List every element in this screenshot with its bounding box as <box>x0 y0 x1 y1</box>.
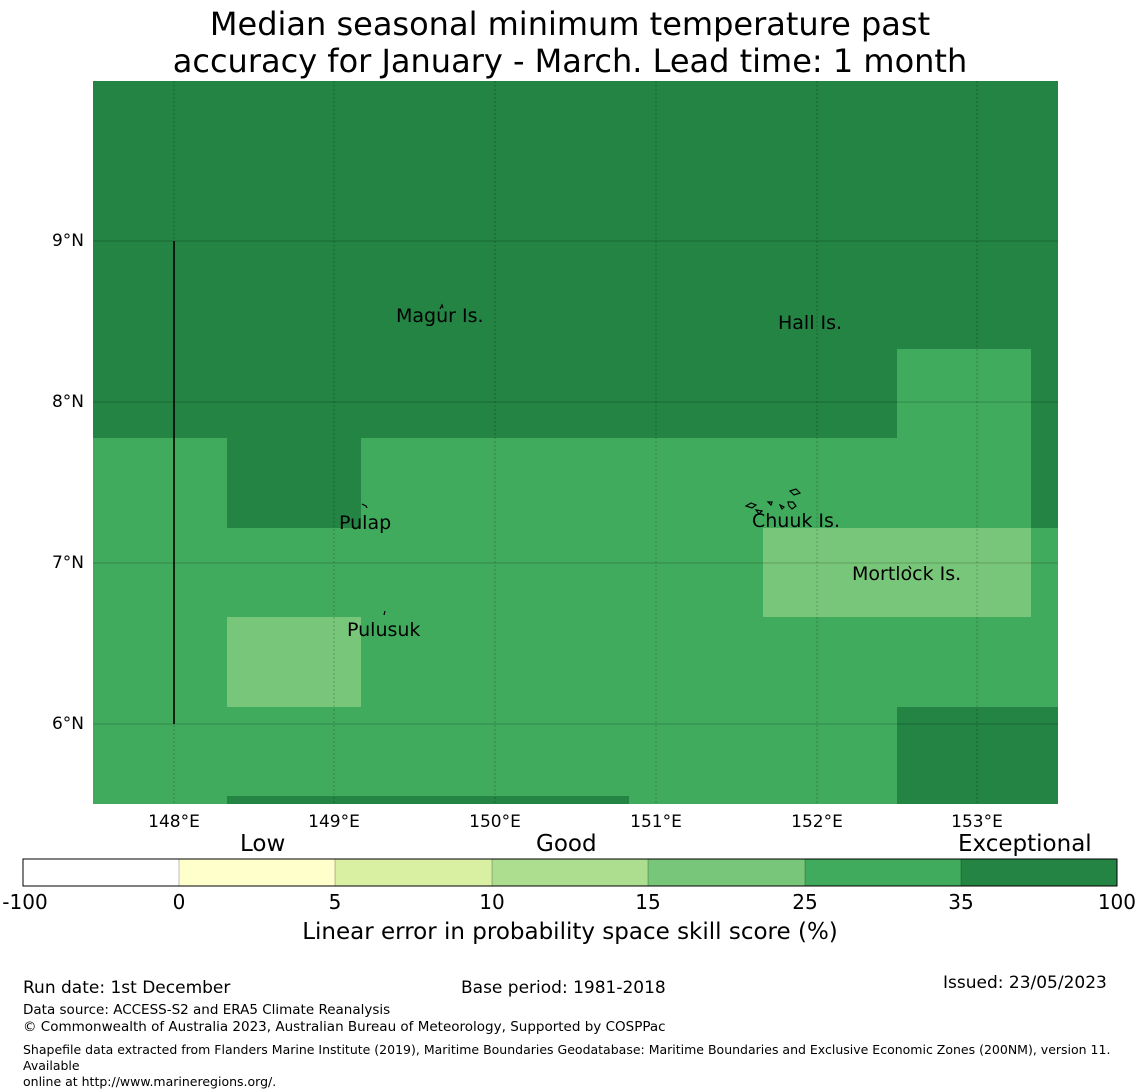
colorbar-bin <box>648 859 805 886</box>
colorbar-bin <box>179 859 335 886</box>
island-magur <box>439 303 444 310</box>
colorbar-bin <box>805 859 961 886</box>
colorbar-tick: 15 <box>635 890 661 914</box>
place-label-mortlock: Mortlock Is. <box>852 563 962 585</box>
colorbar-tick: 100 <box>1097 890 1136 914</box>
category-low: Low <box>240 831 286 857</box>
lat-label-7n: 7°N <box>51 553 84 573</box>
title-line-1: Median seasonal minimum temperature past <box>209 5 931 43</box>
cell-exceptional <box>227 796 629 804</box>
cell-exceptional <box>227 438 361 528</box>
island-pulusuk <box>383 610 386 616</box>
colorbar-frame <box>22 858 1118 887</box>
chart-title: Median seasonal minimum temperature past… <box>0 6 1140 80</box>
island-chuuk <box>744 488 802 515</box>
place-label-chuuk: Chuuk Is. <box>752 510 840 532</box>
lon-label-149e: 149°E <box>308 812 360 832</box>
colorbar-bin <box>961 859 1117 886</box>
colorbar-bin <box>492 859 648 886</box>
island-mortlock <box>908 565 912 570</box>
colorbar-bin <box>23 859 179 886</box>
lat-label-6n: 6°N <box>51 714 84 734</box>
colorbar-tick: -100 <box>2 890 48 914</box>
colorbar-tick: 25 <box>792 890 818 914</box>
place-label-pulusuk: Pulusuk <box>347 619 421 641</box>
copyright: © Commonwealth of Australia 2023, Austra… <box>23 1019 666 1035</box>
colorbar-tick: 10 <box>479 890 505 914</box>
cell-exceptional <box>897 707 1058 804</box>
colorbar-label: Linear error in probability space skill … <box>302 919 838 945</box>
place-label-hall: Hall Is. <box>778 312 843 334</box>
lon-label-152e: 152°E <box>791 812 843 832</box>
lat-label-8n: 8°N <box>51 392 84 412</box>
lon-label-153e: 153°E <box>951 812 1003 832</box>
colorbar-bin <box>335 859 492 886</box>
data-source: Data source: ACCESS-S2 and ERA5 Climate … <box>23 1002 391 1018</box>
cell-good <box>227 617 361 707</box>
gridlines <box>93 81 1058 804</box>
island-outlines <box>361 303 912 616</box>
title-line-2: accuracy for January - March. Lead time:… <box>172 42 968 80</box>
colorbar <box>22 858 1118 887</box>
category-exceptional: Exceptional <box>958 831 1092 857</box>
colorbar-tick: 0 <box>172 890 186 914</box>
cell-very-good <box>897 349 1031 528</box>
place-label-magur: Magur Is. <box>396 305 484 327</box>
place-label-pulap: Pulap <box>339 512 392 534</box>
run-date: Run date: 1st December <box>23 978 231 998</box>
lon-label-150e: 150°E <box>469 812 521 832</box>
shapefile-credit-line-2: online at http://www.marineregions.org/. <box>23 1074 277 1089</box>
lon-label-151e: 151°E <box>630 812 682 832</box>
island-pulap <box>361 503 368 509</box>
issued-date: Issued: 23/05/2023 <box>943 973 1107 993</box>
colorbar-tick: 5 <box>328 890 342 914</box>
skill-grid <box>93 81 1058 804</box>
lat-label-9n: 9°N <box>51 231 84 251</box>
base-period: Base period: 1981-2018 <box>461 978 666 998</box>
cell-good <box>763 528 1031 617</box>
category-good: Good <box>536 831 597 857</box>
shapefile-credit-line-1: Shapefile data extracted from Flanders M… <box>23 1042 1111 1073</box>
shapefile-credit: Shapefile data extracted from Flanders M… <box>23 1042 1138 1090</box>
lon-label-148e: 148°E <box>148 812 200 832</box>
colorbar-tick: 35 <box>948 890 974 914</box>
